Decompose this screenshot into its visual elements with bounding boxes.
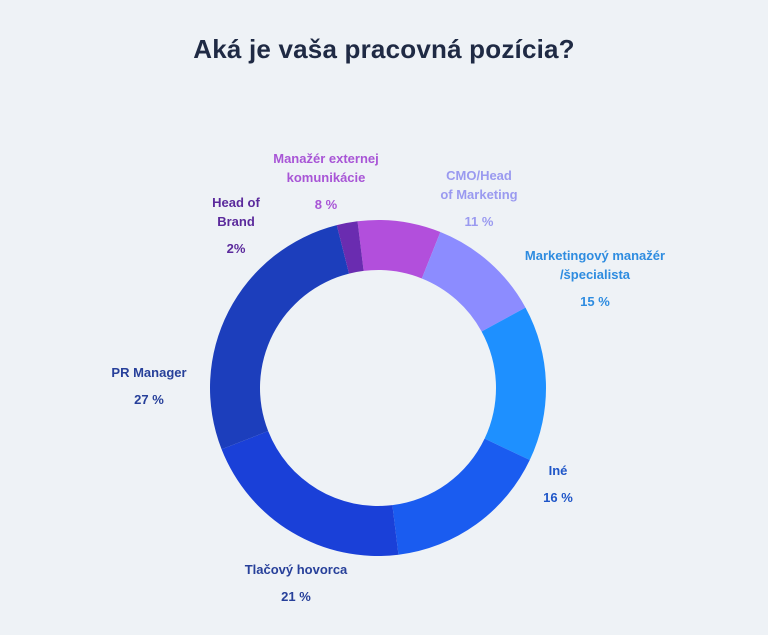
slice-label: Head of Brand 2% [136,193,336,258]
slice-percent: 21 % [281,589,311,604]
slice-percent: 2% [226,241,246,256]
slice-label-text: komunikácie [286,170,366,185]
slice-percent: 27 % [134,392,164,407]
slice-label: Marketingový manažér/špecialista 15 % [495,246,695,311]
slice-label-text: PR Manager [111,365,187,380]
slice-label-text: /špecialista [559,267,631,282]
chart-title: Aká je vaša pracovná pozícia? [193,34,575,64]
slice-label-text: Head of [212,195,260,210]
slice-percent: 16 % [543,490,573,505]
slice-tla-ov-hovorca [221,431,399,556]
slice-label: Manažér externej komunikácie 8 % [226,149,426,214]
slice-head-of-brand [336,221,364,274]
slice-marketingov-mana-r-pecialista [481,307,547,461]
slice-percent: 8 % [314,197,338,212]
slice-label-text: CMO/Head [446,168,512,183]
slice-percent: 15 % [580,294,610,309]
slice-mana-r-externej-komunik-cie [357,219,441,279]
slice-label-text: Marketingový manažér [524,248,666,263]
slice-cmo-head-of-marketing [421,232,526,332]
slice-label-text: Brand [217,214,255,229]
slice-label: PR Manager 27 % [49,363,249,409]
slice-percent: 11 % [464,214,494,229]
slice-label-text: Iné [548,463,568,478]
slice-label-text: Tlačový hovorca [244,562,348,577]
slice-label: CMO/Head of Marketing 11 % [379,166,579,231]
slice-pr-manager [210,225,350,450]
slice-label-text: of Marketing [440,187,518,202]
slice-label: Iné 16 % [458,461,658,507]
slice-label: Tlačový hovorca 21 % [196,560,396,606]
slice-label-text: Manažér externej [273,151,379,166]
slice-in [392,438,530,555]
